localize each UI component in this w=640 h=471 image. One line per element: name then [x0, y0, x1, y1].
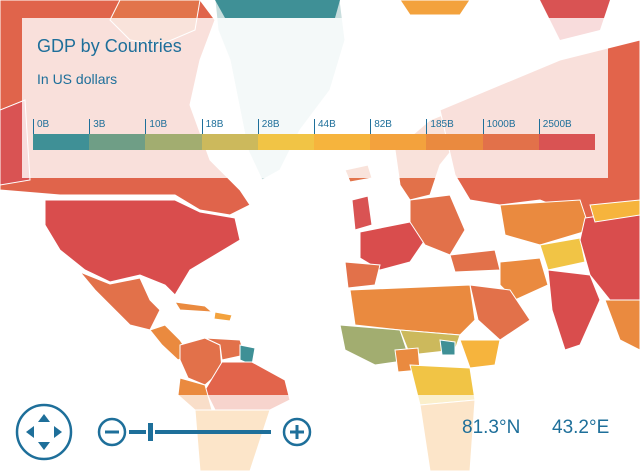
legend-tick-label: 28B	[257, 119, 280, 134]
map-title: GDP by Countries	[37, 36, 182, 56]
map-subtitle: In US dollars	[37, 71, 118, 87]
region-west-africa[interactable]	[339, 324, 411, 366]
zoom-in-icon[interactable]	[282, 417, 312, 447]
color-scale-ticks: 0B 3B 10B 18B 28B 44B 82B 185B 1000B 2500B	[33, 118, 595, 134]
pan-control-icon[interactable]	[14, 402, 74, 462]
map-fade-bottom	[0, 395, 640, 471]
region-kazakhstan[interactable]	[499, 199, 591, 246]
legend-tick-label: 3B	[89, 119, 105, 134]
region-central-asia	[539, 237, 586, 271]
region-usa[interactable]	[44, 199, 241, 296]
legend-color-swatch	[201, 134, 258, 150]
region-mexico[interactable]	[79, 271, 161, 331]
region-cuba	[174, 301, 214, 313]
region-india[interactable]	[547, 269, 601, 351]
legend-color-swatch	[482, 134, 539, 150]
legend-color-swatch	[89, 134, 146, 150]
legend-tick-label: 18B	[201, 119, 223, 134]
color-scale: 0B 3B 10B 18B 28B 44B 82B 185B 1000B 2500B	[33, 118, 596, 150]
color-scale-bar	[33, 134, 596, 150]
latitude-readout: 81.3°N	[462, 417, 521, 438]
zoom-slider-track[interactable]	[129, 430, 271, 434]
region-arabia[interactable]	[469, 284, 531, 341]
legend-tick-label: 44B	[314, 119, 336, 134]
legend-tick-label: 10B	[145, 119, 167, 134]
region-ethiopia[interactable]	[459, 339, 501, 369]
region-mongolia	[589, 199, 640, 223]
legend-color-swatch	[426, 134, 483, 150]
legend-color-swatch	[538, 134, 596, 150]
region-greenland-north	[215, 0, 340, 18]
region-venezuela[interactable]	[204, 337, 246, 361]
legend-panel: GDP by Countries In US dollars 0B 3B 10B 18…	[22, 18, 608, 178]
legend-color-swatch	[33, 134, 90, 150]
zoom-out-icon[interactable]	[97, 417, 127, 447]
legend-color-swatch	[370, 134, 427, 150]
legend-tick-label: 82B	[370, 119, 392, 134]
legend-tick-label: 0B	[33, 119, 49, 134]
legend-color-swatch	[145, 134, 202, 150]
region-caribbean	[213, 311, 233, 322]
longitude-readout: 43.2°E	[552, 417, 610, 438]
region-congo	[439, 339, 456, 356]
zoom-slider-thumb[interactable]	[146, 421, 156, 443]
region-iberia[interactable]	[344, 261, 381, 289]
region-se-asia	[604, 299, 640, 351]
legend-tick-label: 1000B	[482, 119, 516, 134]
legend-tick-label: 2500B	[538, 119, 572, 134]
legend-tick-label: 185B	[426, 119, 454, 134]
legend-color-swatch	[314, 134, 371, 150]
region-iran[interactable]	[499, 257, 549, 301]
region-uk[interactable]	[351, 195, 373, 231]
region-north-cap	[399, 0, 471, 16]
legend-color-swatch	[257, 134, 315, 150]
